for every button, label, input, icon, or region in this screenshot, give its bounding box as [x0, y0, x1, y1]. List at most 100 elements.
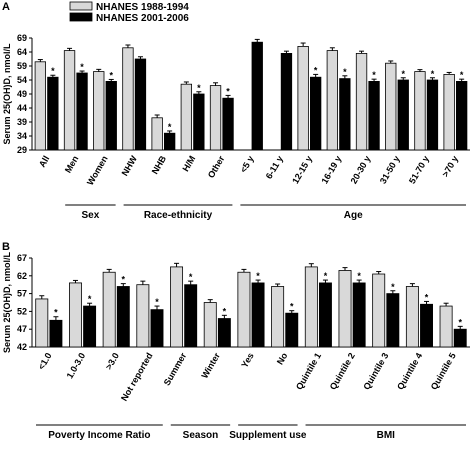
- significance-marker: *: [314, 65, 318, 75]
- x-tick-label: >70 y: [440, 154, 460, 179]
- group-label: Age: [344, 210, 363, 221]
- significance-marker: *: [51, 66, 55, 76]
- bar: [47, 76, 59, 151]
- bar: [63, 50, 76, 151]
- y-tick-label: 54: [17, 75, 27, 85]
- bar: [217, 318, 231, 348]
- significance-marker: *: [223, 306, 227, 316]
- bar: [209, 85, 222, 151]
- legend-label: NHANES 1988-1994: [96, 2, 189, 13]
- x-tick-label: All: [37, 154, 51, 169]
- significance-marker: *: [189, 272, 193, 282]
- bar: [69, 282, 82, 348]
- bar: [309, 76, 322, 151]
- bar: [222, 97, 234, 151]
- bar: [83, 305, 97, 348]
- x-tick-label: Quintile 1: [294, 351, 323, 392]
- bar: [102, 271, 116, 348]
- bar: [35, 298, 49, 348]
- bar: [326, 50, 339, 151]
- bar: [439, 305, 453, 348]
- panel-label: B: [2, 241, 10, 253]
- x-tick-label: Women: [85, 154, 110, 187]
- x-tick-label: NHB: [150, 154, 169, 176]
- x-tick-label: 16-19 y: [319, 154, 343, 185]
- bar: [405, 286, 419, 348]
- x-tick-label: Summer: [162, 351, 189, 388]
- x-tick-label: 31-50 y: [378, 154, 402, 185]
- x-tick-label: Not reported: [119, 351, 155, 403]
- bar: [280, 53, 293, 151]
- bar: [297, 46, 309, 151]
- bar: [397, 79, 409, 151]
- bar: [237, 271, 251, 348]
- bar: [455, 81, 468, 151]
- significance-marker: *: [372, 70, 376, 80]
- x-tick-label: 12-15 y: [290, 154, 314, 185]
- y-tick-label: 59: [17, 61, 27, 71]
- x-tick-label: Quintile 4: [395, 351, 424, 392]
- y-tick-label: 49: [17, 89, 27, 99]
- y-tick-label: 29: [17, 145, 27, 155]
- bar: [134, 58, 147, 151]
- significance-marker: *: [197, 83, 201, 93]
- bar: [116, 286, 130, 348]
- y-tick-label: 69: [17, 33, 27, 43]
- significance-marker: *: [226, 86, 230, 96]
- bar: [271, 286, 285, 348]
- significance-marker: *: [155, 297, 159, 307]
- bar: [251, 282, 265, 348]
- bar: [339, 78, 351, 151]
- significance-marker: *: [391, 282, 395, 292]
- legend-label: NHANES 2001-2006: [96, 13, 189, 24]
- significance-marker: *: [88, 294, 92, 304]
- x-tick-label: H/M: [180, 154, 197, 173]
- x-tick-label: 1.0-3.0: [65, 351, 88, 380]
- group-label: BMI: [377, 430, 396, 441]
- y-tick-label: 67: [17, 253, 27, 263]
- y-tick-label: 42: [17, 342, 27, 352]
- group-label: Season: [183, 430, 219, 441]
- y-tick-label: 64: [17, 47, 27, 57]
- bar: [184, 284, 198, 348]
- legend-swatch: [69, 12, 93, 22]
- significance-marker: *: [425, 292, 429, 302]
- group-label: Race-ethnicity: [144, 210, 213, 221]
- x-tick-label: No: [275, 351, 290, 367]
- bar: [355, 53, 368, 151]
- significance-marker: *: [168, 122, 172, 132]
- significance-marker: *: [458, 317, 462, 327]
- bar: [163, 132, 176, 151]
- bar: [386, 293, 400, 348]
- group-label: Sex: [82, 210, 100, 221]
- x-tick-label: <1.0: [36, 351, 54, 371]
- y-axis-title: Serum 25(OH)D, nmol/L: [2, 251, 12, 353]
- x-tick-label: 6-11 y: [264, 154, 285, 181]
- x-tick-label: <5 y: [238, 154, 256, 174]
- bar: [385, 62, 397, 151]
- x-tick-label: Quintile 5: [429, 351, 458, 392]
- x-tick-label: Yes: [239, 351, 255, 369]
- bar: [105, 81, 117, 151]
- bar: [443, 74, 455, 151]
- bar: [34, 61, 47, 151]
- group-label: Poverty Income Ratio: [48, 430, 150, 441]
- significance-marker: *: [109, 70, 113, 80]
- significance-marker: *: [357, 271, 361, 281]
- x-tick-label: Quintile 3: [361, 351, 390, 392]
- bar: [122, 47, 134, 151]
- bar: [420, 303, 433, 348]
- significance-marker: *: [290, 302, 294, 312]
- x-tick-label: Other: [206, 154, 227, 180]
- significance-marker: *: [431, 69, 435, 79]
- bar: [49, 319, 63, 348]
- significance-marker: *: [401, 69, 405, 79]
- significance-marker: *: [460, 70, 464, 80]
- bar: [352, 282, 366, 348]
- x-tick-label: Men: [63, 154, 81, 175]
- bar: [338, 270, 352, 348]
- bar: [180, 83, 192, 151]
- x-tick-label: >3.0: [103, 351, 121, 371]
- panel-label: A: [2, 1, 10, 13]
